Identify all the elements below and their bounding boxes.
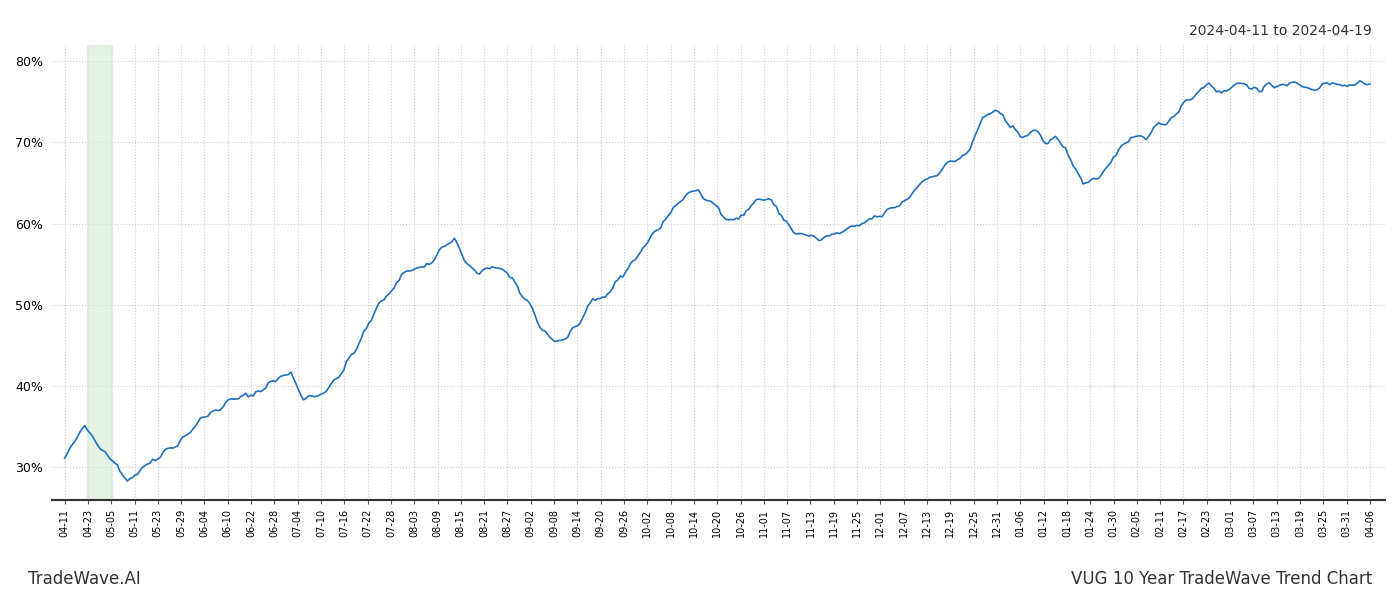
Bar <box>87 45 112 500</box>
Text: 2024-04-11 to 2024-04-19: 2024-04-11 to 2024-04-19 <box>1189 24 1372 38</box>
Text: TradeWave.AI: TradeWave.AI <box>28 570 141 588</box>
Text: VUG 10 Year TradeWave Trend Chart: VUG 10 Year TradeWave Trend Chart <box>1071 570 1372 588</box>
